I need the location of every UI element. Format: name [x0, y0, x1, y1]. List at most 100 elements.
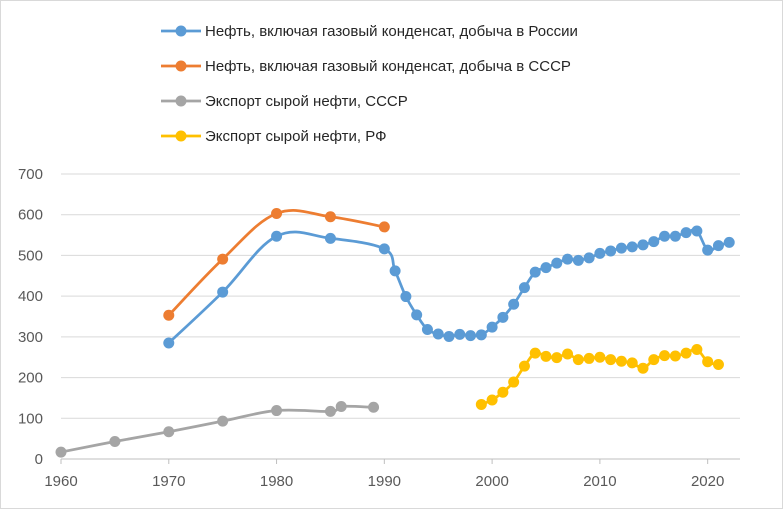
data-point [594, 351, 606, 363]
series-1 [163, 225, 735, 349]
data-point [551, 352, 563, 364]
data-point [562, 253, 574, 265]
y-tick-label: 400 [18, 288, 43, 305]
data-point [217, 415, 229, 427]
data-point [497, 311, 509, 323]
data-point [475, 329, 487, 341]
data-point [271, 230, 283, 242]
data-point [540, 262, 552, 274]
data-point [324, 405, 336, 417]
data-point [271, 207, 283, 219]
data-point [691, 343, 703, 355]
data-point [572, 254, 584, 266]
data-point [669, 350, 681, 362]
data-point [109, 435, 121, 447]
data-point [378, 221, 390, 233]
data-point [324, 232, 336, 244]
legend-marker [175, 25, 187, 37]
data-point [691, 225, 703, 237]
data-point [648, 236, 660, 248]
data-point [583, 352, 595, 364]
data-point [637, 239, 649, 251]
data-point [486, 394, 498, 406]
data-point [680, 227, 692, 239]
data-point [680, 347, 692, 359]
data-point [324, 211, 336, 223]
x-tick-label: 1980 [260, 473, 293, 490]
x-tick-label: 1970 [152, 473, 185, 490]
data-point [669, 230, 681, 242]
data-point [421, 324, 433, 336]
legend-entry: Экспорт сырой нефти, СССР [161, 93, 408, 110]
data-point [335, 400, 347, 412]
data-point [508, 376, 520, 388]
legend-label: Экспорт сырой нефти, СССР [205, 93, 408, 110]
data-point [163, 426, 175, 438]
data-point [605, 245, 617, 257]
data-point [605, 354, 617, 366]
data-point [217, 253, 229, 265]
data-point [723, 236, 735, 248]
series-line [167, 209, 386, 317]
data-point [659, 230, 671, 242]
data-point [659, 350, 671, 362]
data-point [583, 252, 595, 264]
data-point [475, 398, 487, 410]
data-point [55, 446, 67, 458]
data-point [572, 354, 584, 366]
data-point [518, 360, 530, 372]
series-3 [55, 400, 380, 458]
x-tick-label: 2010 [583, 473, 616, 490]
legend-entry: Нефть, включая газовый конденсат, добыча… [161, 23, 578, 40]
data-point [163, 309, 175, 321]
data-point [615, 242, 627, 254]
data-point [518, 282, 530, 294]
data-point [626, 241, 638, 253]
data-point [540, 350, 552, 362]
legend-marker [175, 95, 187, 107]
data-point [529, 266, 541, 278]
data-point [368, 401, 380, 413]
series-2 [163, 207, 390, 321]
series-layer [55, 207, 735, 458]
series-4 [475, 343, 724, 410]
legend: Нефть, включая газовый конденсат, добыча… [161, 23, 578, 145]
data-point [163, 337, 175, 349]
y-tick-label: 300 [18, 329, 43, 346]
data-point [648, 354, 660, 366]
data-point [378, 243, 390, 255]
data-point [389, 265, 401, 277]
data-point [411, 309, 423, 321]
y-tick-label: 0 [35, 451, 43, 468]
legend-entry: Экспорт сырой нефти, РФ [161, 128, 387, 145]
x-tick-label: 2020 [691, 473, 724, 490]
data-point [529, 347, 541, 359]
data-point [400, 291, 412, 303]
data-point [508, 298, 520, 310]
y-tick-label: 100 [18, 410, 43, 427]
legend-marker [175, 60, 187, 72]
data-point [562, 348, 574, 360]
data-point [594, 247, 606, 259]
data-point [443, 330, 455, 342]
data-point [465, 330, 477, 342]
data-point [497, 386, 509, 398]
y-tick-label: 500 [18, 247, 43, 264]
data-point [626, 357, 638, 369]
data-point [271, 405, 283, 417]
data-point [637, 362, 649, 374]
data-point [486, 321, 498, 333]
y-tick-label: 200 [18, 370, 43, 387]
data-point [551, 257, 563, 269]
data-point [432, 328, 444, 340]
legend-marker [175, 130, 187, 142]
legend-label: Экспорт сырой нефти, РФ [205, 128, 387, 145]
data-point [702, 244, 714, 256]
data-point [217, 286, 229, 298]
y-tick-label: 700 [18, 166, 43, 183]
grid-layer [61, 173, 740, 419]
x-tick-label: 2000 [475, 473, 508, 490]
legend-label: Нефть, включая газовый конденсат, добыча… [205, 58, 571, 75]
x-tick-label: 1990 [368, 473, 401, 490]
